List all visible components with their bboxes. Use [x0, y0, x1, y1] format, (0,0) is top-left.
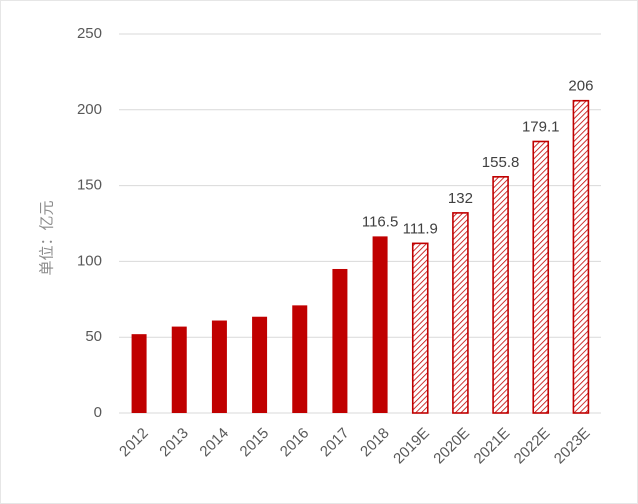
y-tick-label: 100	[77, 252, 102, 269]
bar	[211, 320, 227, 413]
bar-estimate	[492, 176, 509, 414]
bar-estimate	[411, 242, 429, 414]
x-tick-label: 2014	[196, 425, 232, 461]
bar-estimate	[452, 212, 469, 414]
x-tick-label: 2018	[357, 425, 393, 461]
bar	[131, 334, 147, 413]
bar-estimate	[532, 140, 550, 414]
x-tick-label: 2015	[237, 425, 273, 461]
bar	[292, 305, 308, 413]
data-label: 206	[568, 78, 593, 95]
x-tick-label: 2013	[156, 425, 192, 461]
bar	[372, 236, 388, 413]
x-tick-label: 2019E	[390, 425, 433, 468]
y-axis-title: 单位：亿元	[38, 200, 56, 275]
x-tick-label: 2012	[116, 425, 152, 461]
x-tick-label: 2016	[277, 425, 313, 461]
x-tick-label: 2017	[317, 425, 353, 461]
bar	[171, 326, 187, 413]
y-tick-label: 200	[77, 101, 102, 118]
x-tick-label: 2022E	[511, 425, 554, 468]
bar-estimate	[572, 99, 590, 414]
x-tick-label: 2023E	[551, 425, 594, 468]
y-tick-label: 0	[94, 404, 102, 421]
y-tick-label: 150	[77, 177, 102, 194]
bar	[252, 316, 268, 413]
x-tick-label: 2021E	[471, 425, 514, 468]
data-label: 132	[448, 190, 473, 207]
y-tick-label: 50	[85, 328, 102, 345]
data-label: 111.9	[403, 220, 438, 237]
data-label: 179.1	[522, 118, 560, 135]
bar	[332, 268, 348, 413]
data-label: 155.8	[482, 154, 520, 171]
x-tick-label: 2020E	[430, 425, 473, 468]
y-tick-label: 250	[77, 25, 102, 42]
data-label: 116.5	[362, 213, 398, 230]
